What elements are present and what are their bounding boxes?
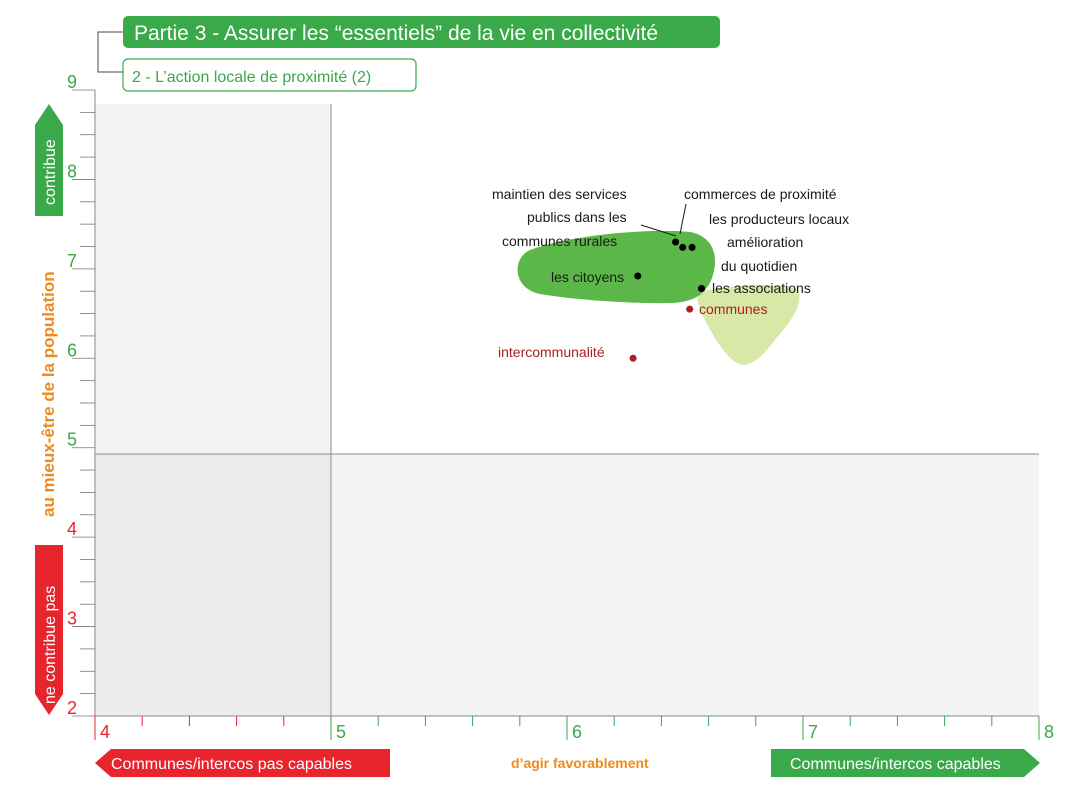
y-tick-label: 5: [67, 430, 77, 450]
data-point: [698, 285, 706, 293]
label-amelioration-line2: du quotidien: [721, 258, 797, 274]
data-point: [629, 354, 637, 362]
data-point: [686, 305, 694, 313]
dark-green-blob: [517, 230, 716, 304]
pas-capables-arrow: [95, 749, 390, 777]
label-citoyens: les citoyens: [551, 269, 624, 285]
header-connector: [97, 31, 123, 73]
y-tick-label: 8: [67, 161, 77, 181]
x-right-label: Communes/intercos capables: [790, 756, 1001, 773]
x-axis: 4 5 6 7 8: [94, 715, 1054, 742]
page-subtitle: 2 - L’action locale de proximité (2): [132, 69, 371, 86]
y-tick-label: 4: [67, 519, 77, 539]
data-point: [688, 243, 696, 251]
x-middle-label: d’agir favorablement: [511, 755, 649, 771]
data-point: [679, 243, 687, 251]
y-middle-label: au mieux-être de la population: [39, 271, 58, 517]
maintien-leader-line: [640, 224, 677, 237]
label-maintien-line3: communes rurales: [502, 233, 617, 249]
y-tick-label: 7: [67, 251, 77, 271]
point-labels: maintien des services publics dans les c…: [492, 186, 849, 360]
label-producteurs: les producteurs locaux: [709, 211, 849, 227]
y-axis: 2 3 4 5 6 7 8 9: [67, 72, 96, 718]
page-title: Partie 3 - Assurer les “essentiels” de l…: [134, 22, 658, 45]
data-point: [672, 238, 680, 246]
quadrant-bottom-left: [95, 454, 331, 716]
label-intercommunalite: intercommunalité: [498, 344, 605, 360]
data-points: [629, 238, 706, 362]
y-tick-label: 2: [67, 698, 77, 718]
y-bottom-label: ne contribue pas: [42, 586, 59, 704]
y-tick-label: 9: [67, 72, 77, 92]
label-maintien-line1: maintien des services: [492, 186, 627, 202]
label-amelioration-line1: amélioration: [727, 234, 803, 250]
capables-arrow: [771, 749, 1040, 777]
label-associations: les associations: [712, 280, 811, 296]
title-box: [123, 16, 720, 48]
x-tick-label: 6: [572, 722, 582, 742]
quadrant-bottom-right: [331, 454, 1039, 716]
contribue-arrow: [35, 104, 63, 216]
data-point: [634, 272, 642, 280]
x-left-label: Communes/intercos pas capables: [111, 756, 352, 773]
x-tick-label: 7: [808, 722, 818, 742]
quadrant-top-left: [95, 104, 331, 454]
x-tick-label: 8: [1044, 722, 1054, 742]
y-top-label: contribue: [42, 139, 59, 205]
commerces-leader-line: [679, 203, 687, 235]
y-tick-label: 3: [67, 609, 77, 629]
ne-contribue-arrow: [35, 545, 63, 715]
label-commerces: commerces de proximité: [684, 186, 837, 202]
x-tick-label: 4: [100, 722, 110, 742]
label-maintien-line2: publics dans les: [527, 209, 627, 225]
light-green-blob: [697, 285, 800, 365]
label-communes: communes: [699, 301, 767, 317]
y-tick-label: 6: [67, 340, 77, 360]
x-tick-label: 5: [336, 722, 346, 742]
subtitle-box: [122, 58, 417, 92]
